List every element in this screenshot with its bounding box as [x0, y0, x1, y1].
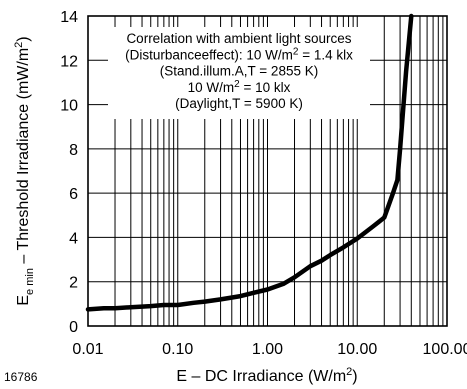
y-tick-label: 4 — [69, 230, 78, 247]
plot-frame — [87, 15, 448, 327]
y-tick-labels: 0 2 4 6 8 10 12 14 — [60, 9, 78, 336]
y-tick-label: 14 — [60, 9, 78, 26]
x-tick-label: 0.01 — [72, 341, 103, 358]
y-tick-label: 12 — [60, 53, 78, 70]
x-tick-label: 0.10 — [162, 341, 193, 358]
annotation-line: (Disturbanceeffect): 10 W/m2 = 1.4 klx — [125, 46, 353, 62]
x-tick-label: 1.00 — [252, 341, 283, 358]
y-axis-title: Ee min – Threshold Irradiance (mW/m2) — [13, 36, 36, 305]
annotation-box — [108, 27, 370, 119]
series-line — [85, 13, 414, 312]
y-tick-label: 0 — [69, 319, 78, 336]
curve-layer — [85, 13, 414, 312]
annotation-line: 10 W/m2 = 10 klx — [188, 79, 291, 95]
y-tick-label: 2 — [69, 275, 78, 292]
x-tick-labels: 0.01 0.10 1.00 10.00 100.00 — [72, 341, 467, 358]
annotation-text: Correlation with ambient light sources(D… — [125, 31, 353, 111]
y-tick-label: 8 — [69, 142, 78, 159]
y-tick-label: 6 — [69, 186, 78, 203]
y-tick-label: 10 — [60, 98, 78, 115]
x-axis-title: E – DC Irradiance (W/m2) — [176, 366, 357, 385]
annotation-line: (Stand.illum.A,T = 2855 K) — [160, 64, 318, 79]
x-tick-label: 100.00 — [423, 341, 467, 358]
annotation-line: Correlation with ambient light sources — [126, 31, 351, 46]
annotation-line: (Daylight,T = 5900 K) — [175, 96, 303, 111]
x-tick-label: 10.00 — [337, 341, 377, 358]
figure-id: 16786 — [4, 370, 38, 384]
